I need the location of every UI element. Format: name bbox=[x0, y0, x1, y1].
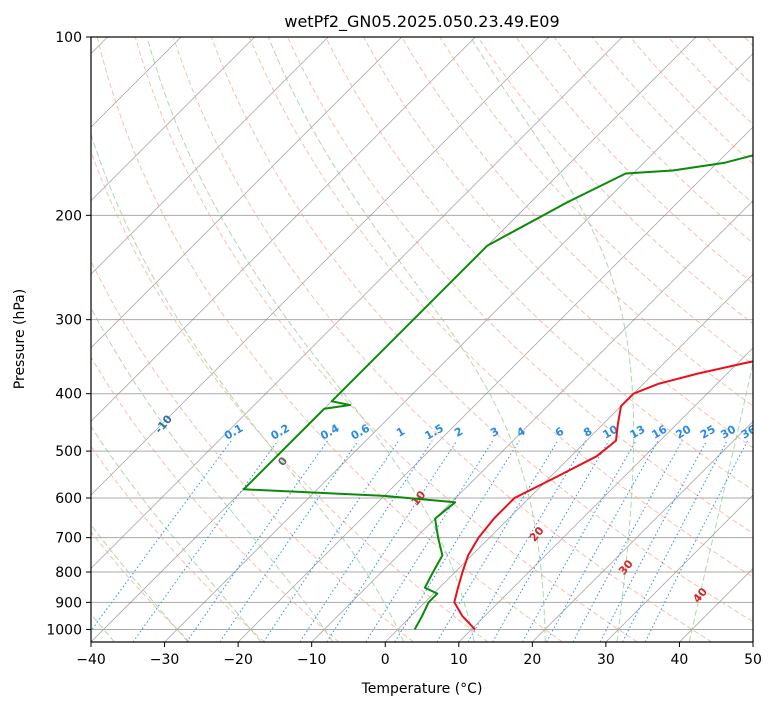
y-tick-label: 100 bbox=[55, 30, 82, 46]
x-axis: −40 −30 −20 −10 0 10 20 30 40 50 bbox=[76, 642, 762, 668]
isotherm-grid bbox=[0, 37, 775, 642]
y-tick-label: 300 bbox=[55, 313, 82, 329]
dry-adiabat-line bbox=[59, 37, 488, 642]
moist-adiabat-label: 20 bbox=[527, 524, 547, 544]
mixing-ratio-line bbox=[83, 441, 232, 642]
moist-adiabat-label: -30 bbox=[0, 362, 9, 386]
mixing-ratio-line bbox=[600, 441, 707, 642]
mixing-ratio-label: 6 bbox=[553, 424, 566, 439]
dry-adiabat-line bbox=[516, 37, 775, 642]
mixing-ratio-line bbox=[645, 441, 747, 642]
mixing-ratio-line bbox=[264, 441, 399, 642]
dry-adiabat-line bbox=[554, 37, 775, 642]
dry-adiabat-line bbox=[0, 37, 339, 642]
mixing-ratio-line bbox=[493, 441, 609, 642]
mixing-ratio-label: 13 bbox=[628, 423, 648, 442]
mixing-ratio-line bbox=[547, 441, 659, 642]
dry-adiabat-line bbox=[706, 37, 775, 642]
x-tick-label: −40 bbox=[76, 652, 106, 668]
mixing-ratio-label: 1 bbox=[394, 425, 407, 440]
mixing-ratio-line bbox=[623, 441, 728, 642]
dry-adiabat-line bbox=[173, 37, 712, 642]
moist-adiabat-label: -10 bbox=[152, 412, 175, 436]
dry-adiabat-line bbox=[0, 37, 190, 642]
isotherm-line bbox=[165, 37, 770, 642]
x-tick-label: −10 bbox=[297, 652, 327, 668]
moist-adiabat-line bbox=[689, 24, 775, 642]
isotherm-line bbox=[0, 37, 402, 642]
mixing-ratio-label: 2 bbox=[452, 425, 465, 440]
moist-adiabats bbox=[0, 24, 775, 642]
x-tick-label: 0 bbox=[381, 652, 390, 668]
isotherm-line bbox=[385, 37, 775, 642]
moist-adiabat-line bbox=[144, 24, 475, 642]
mixing-ratio-label: 8 bbox=[581, 425, 594, 440]
x-tick-label: 40 bbox=[671, 652, 689, 668]
moist-adiabat-label: 30 bbox=[616, 557, 636, 577]
y-axis-label: Pressure (hPa) bbox=[12, 289, 28, 389]
mixing-ratio-label: 3 bbox=[488, 425, 501, 440]
chart-title: wetPf2_GN05.2025.050.23.49.E09 bbox=[284, 12, 559, 32]
isotherm-line bbox=[312, 37, 775, 642]
isotherm-line bbox=[532, 37, 775, 642]
plot-area: -100-90-80-70-60-50-40-30-20-10010203040… bbox=[0, 24, 775, 642]
plot-frame bbox=[91, 37, 753, 642]
isotherm-line bbox=[459, 37, 775, 642]
mixing-ratio-label: 36 bbox=[739, 423, 759, 442]
mixing-ratio-label: 0.4 bbox=[318, 421, 342, 442]
mixing-ratio-line bbox=[220, 441, 358, 642]
isotherm-line bbox=[753, 37, 775, 642]
dry-adiabat-line bbox=[135, 37, 637, 642]
dry-adiabat-line bbox=[592, 37, 775, 642]
y-tick-label: 200 bbox=[55, 208, 82, 224]
isotherm-line bbox=[17, 37, 622, 642]
x-tick-label: 10 bbox=[450, 652, 468, 668]
y-tick-label: 700 bbox=[55, 531, 82, 547]
mixing-ratio-label: 0.1 bbox=[222, 422, 245, 443]
y-tick-label: 500 bbox=[55, 444, 82, 460]
dry-adiabat-line bbox=[744, 37, 775, 642]
isobar-grid bbox=[91, 37, 753, 629]
dry-adiabat-line bbox=[364, 37, 775, 642]
dry-adiabat-line bbox=[0, 37, 264, 642]
dry-adiabats bbox=[0, 37, 775, 642]
x-tick-label: 50 bbox=[744, 652, 762, 668]
mixing-ratio-label: 16 bbox=[650, 423, 670, 442]
mixing-ratio-label: 0.2 bbox=[268, 422, 291, 443]
mixing-ratio-label: 25 bbox=[698, 423, 718, 442]
moist-adiabat-line bbox=[6, 24, 333, 642]
dry-adiabat-line bbox=[478, 37, 775, 642]
moist-adiabat-line bbox=[64, 24, 404, 642]
mixing-ratio-label: 20 bbox=[674, 423, 694, 442]
moist-adiabat-line bbox=[463, 24, 634, 642]
dry-adiabat-line bbox=[668, 37, 775, 642]
y-tick-label: 400 bbox=[55, 387, 82, 403]
mixing-ratio-label: 1.5 bbox=[422, 422, 445, 443]
moist-adiabat-line bbox=[0, 24, 261, 642]
isotherm-line bbox=[679, 37, 775, 642]
dry-adiabat-line bbox=[21, 37, 414, 642]
mixing-ratio-line bbox=[187, 441, 328, 642]
y-tick-label: 1000 bbox=[46, 622, 82, 638]
x-tick-label: 20 bbox=[523, 652, 541, 668]
y-tick-label: 900 bbox=[55, 595, 82, 611]
x-tick-label: −30 bbox=[150, 652, 180, 668]
y-tick-label: 600 bbox=[55, 491, 82, 507]
mixing-ratio-line bbox=[366, 441, 493, 642]
isotherm-line bbox=[238, 37, 775, 642]
x-tick-label: −20 bbox=[223, 652, 253, 668]
x-axis-label: Temperature (°C) bbox=[361, 681, 483, 697]
isotherm-line bbox=[0, 37, 255, 642]
mixing-ratio-line bbox=[327, 441, 457, 642]
mixing-ratio-line bbox=[395, 441, 520, 642]
moist-adiabat-line bbox=[0, 24, 188, 642]
temperature-line bbox=[454, 37, 775, 629]
x-tick-label: 30 bbox=[597, 652, 615, 668]
y-tick-label: 800 bbox=[55, 565, 82, 581]
y-axis: 1000 900 800 700 600 500 400 300 200 100 bbox=[46, 30, 91, 638]
